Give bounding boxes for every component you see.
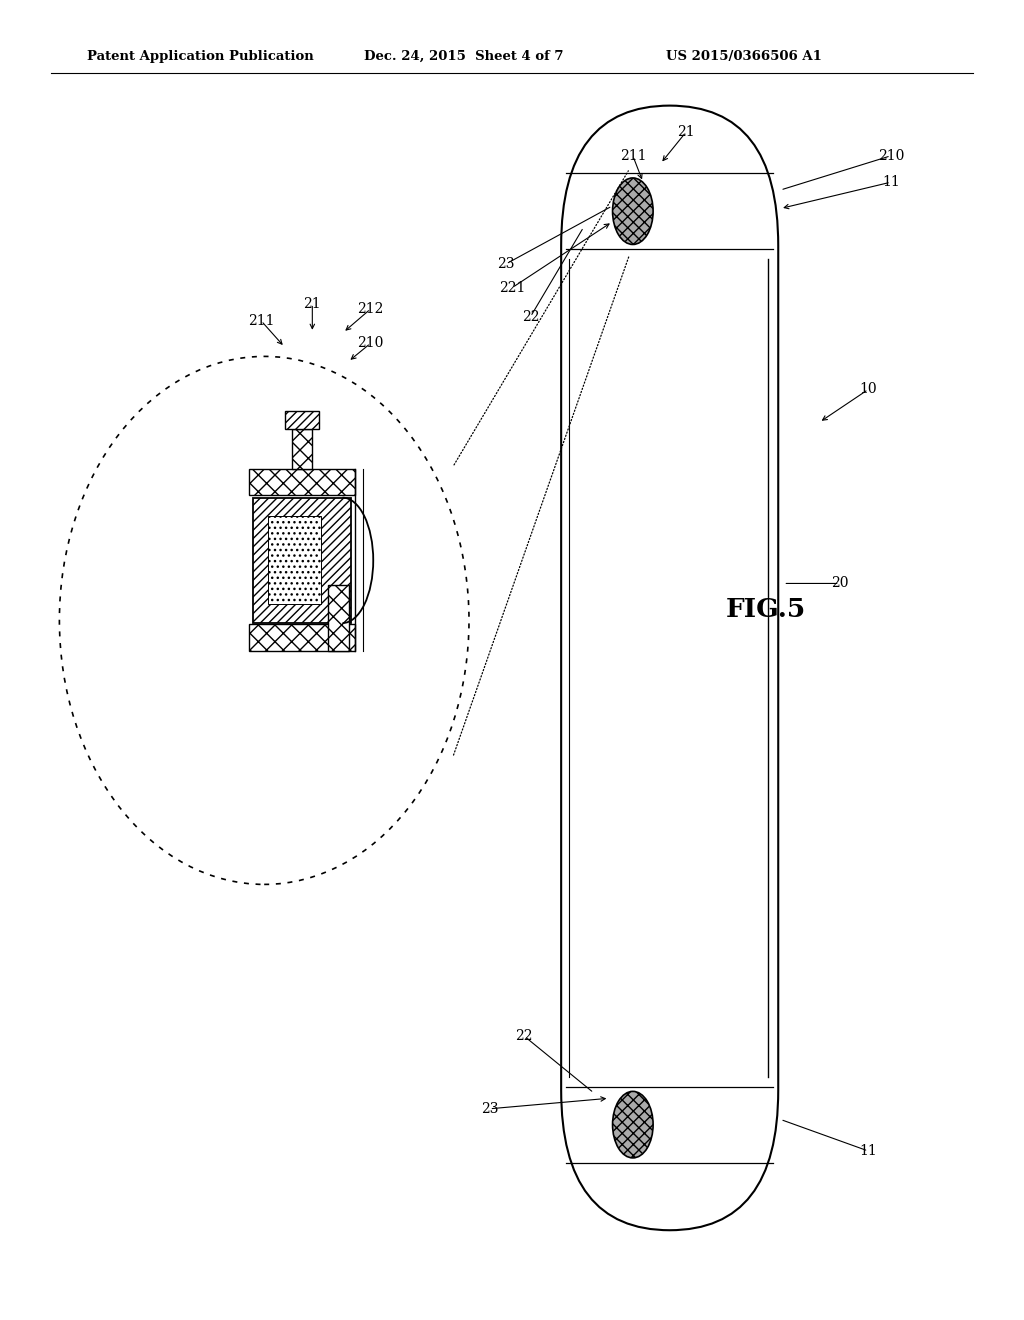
Text: US 2015/0366506 A1: US 2015/0366506 A1 (666, 50, 821, 63)
Text: 211: 211 (248, 314, 274, 327)
Text: FIG.5: FIG.5 (726, 598, 806, 622)
Text: 210: 210 (878, 149, 904, 162)
Text: 221: 221 (176, 495, 203, 508)
Text: 20: 20 (830, 577, 849, 590)
Bar (285, 411, 319, 429)
Ellipse shape (612, 178, 653, 244)
Text: 23: 23 (497, 257, 515, 271)
Text: 11: 11 (370, 503, 388, 516)
Text: Dec. 24, 2015  Sheet 4 of 7: Dec. 24, 2015 Sheet 4 of 7 (364, 50, 563, 63)
Text: 1: 1 (120, 594, 130, 607)
Text: 21: 21 (303, 297, 322, 310)
Bar (249, 469, 355, 495)
Text: 22: 22 (515, 1030, 534, 1043)
Text: 22: 22 (521, 310, 540, 323)
Text: 11: 11 (882, 176, 900, 189)
Text: 211: 211 (620, 149, 646, 162)
Text: 10: 10 (859, 383, 878, 396)
Ellipse shape (612, 1092, 653, 1158)
Bar (254, 498, 350, 623)
Text: 221: 221 (499, 281, 525, 294)
Text: 22: 22 (201, 458, 219, 471)
FancyBboxPatch shape (561, 106, 778, 1230)
Text: 11: 11 (859, 1144, 878, 1158)
Bar (268, 516, 322, 605)
Bar (249, 624, 355, 651)
Bar (328, 585, 348, 651)
Circle shape (59, 356, 469, 884)
Text: 212: 212 (357, 302, 384, 315)
Text: Patent Application Publication: Patent Application Publication (87, 50, 313, 63)
Text: 23: 23 (480, 1102, 499, 1115)
Bar (292, 429, 312, 469)
Text: 23: 23 (201, 594, 219, 607)
Text: 21: 21 (677, 125, 695, 139)
Text: 210: 210 (357, 337, 384, 350)
